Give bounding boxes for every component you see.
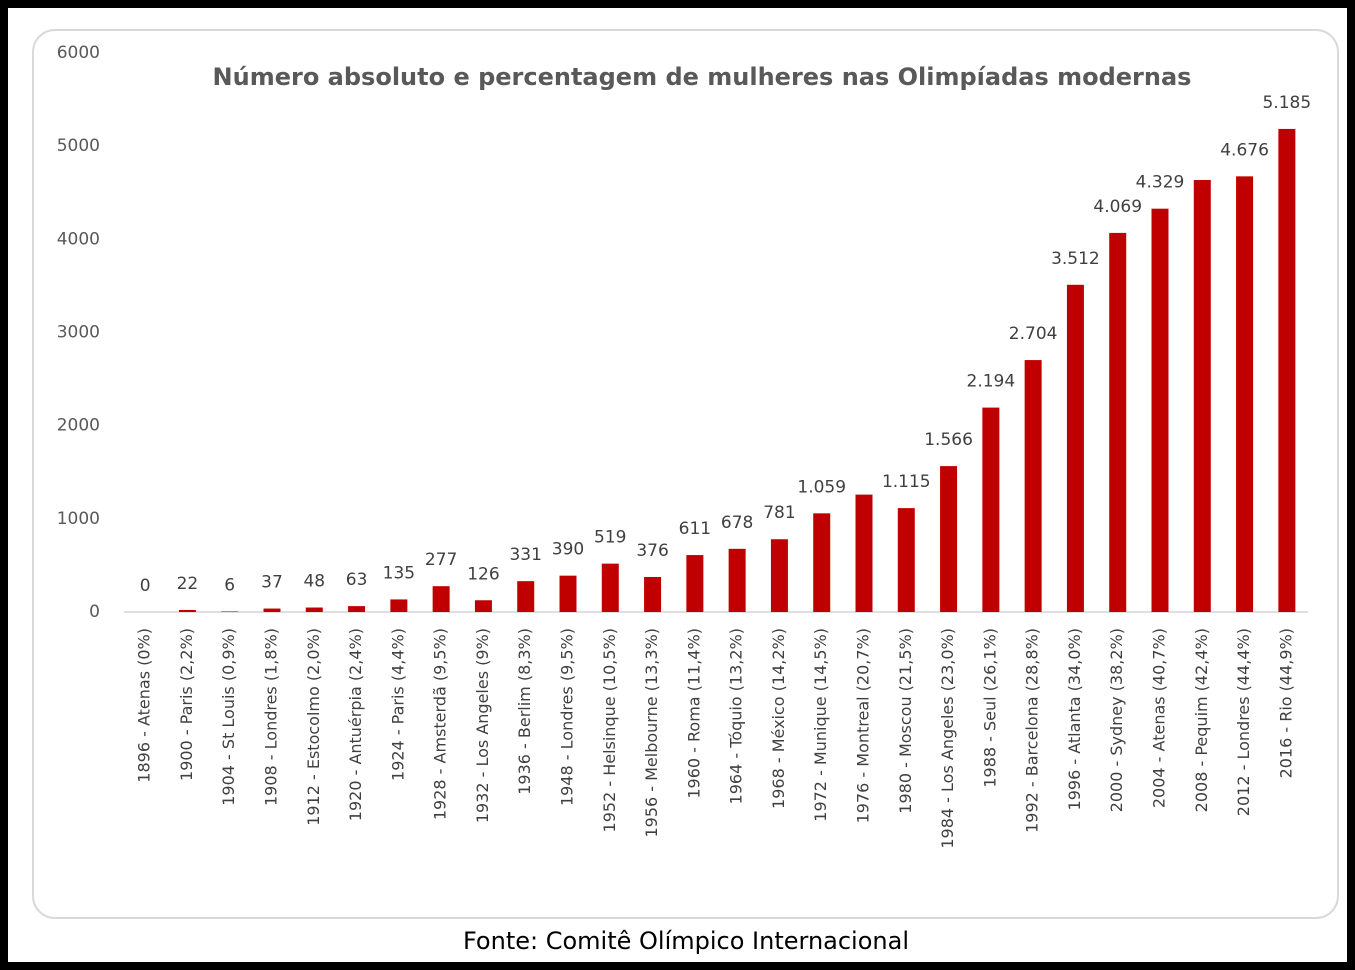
y-tick-label: 3000 (57, 323, 100, 343)
bar (1236, 176, 1254, 612)
bar (390, 599, 408, 612)
value-label: 4.676 (1220, 140, 1269, 160)
y-tick-label: 0 (89, 602, 100, 622)
bar (305, 607, 323, 612)
bar (644, 576, 662, 612)
x-tick-label: 1928 - Amsterdã (9,5%) (431, 628, 450, 820)
x-tick-label: 1984 - Los Angeles (23,0%) (938, 628, 957, 849)
x-tick-label: 1988 - Seul (26,1%) (980, 628, 999, 788)
x-tick-label: 1976 - Montreal (20,7%) (854, 628, 873, 823)
bar (1278, 128, 1296, 612)
value-label: 376 (636, 541, 668, 561)
y-tick-label: 5000 (57, 136, 100, 156)
value-label: 3.512 (1051, 249, 1100, 269)
bar (813, 513, 831, 612)
chart-title: Número absoluto e percentagem de mulhere… (213, 63, 1192, 91)
value-label: 2.194 (967, 372, 1016, 392)
bar (601, 563, 619, 612)
bar (1109, 232, 1127, 612)
y-tick-label: 1000 (57, 509, 100, 529)
bar (432, 586, 450, 612)
bar (982, 407, 1000, 612)
bar (1066, 284, 1084, 612)
bar (348, 606, 366, 612)
x-tick-label: 1920 - Antuérpia (2,4%) (346, 628, 365, 821)
value-label: 277 (425, 550, 457, 570)
value-label: 135 (383, 563, 415, 583)
bar (1024, 360, 1042, 612)
x-tick-label: 1956 - Melbourne (13,3%) (642, 628, 661, 838)
value-label: 390 (552, 540, 584, 560)
value-label: 781 (763, 503, 795, 523)
bar (517, 581, 535, 612)
x-tick-label: 1900 - Paris (2,2%) (177, 628, 196, 781)
bar (1151, 208, 1169, 612)
bar (1193, 179, 1211, 613)
y-tick-label: 6000 (57, 43, 100, 63)
value-label: 678 (721, 513, 753, 533)
bar (897, 508, 915, 612)
value-label: 1.115 (882, 472, 931, 492)
x-tick-label: 1912 - Estocolmo (2,0%) (304, 628, 323, 826)
x-tick-label: 1992 - Barcelona (28,8%) (1023, 628, 1042, 833)
value-label: 4.329 (1136, 173, 1185, 193)
x-tick-label: 1996 - Atlanta (34,0%) (1065, 628, 1084, 810)
value-label: 1.566 (924, 430, 973, 450)
x-tick-label: 2004 - Atenas (40,7%) (1150, 628, 1169, 808)
chart-area (32, 29, 1339, 919)
x-tick-label: 1936 - Berlim (8,3%) (515, 628, 534, 795)
bar (686, 555, 704, 612)
bar (728, 548, 746, 612)
x-tick-label: 1904 - St Louis (0,9%) (219, 628, 238, 806)
y-tick-label: 4000 (57, 229, 100, 249)
x-tick-label: 1960 - Roma (11,4%) (684, 628, 703, 799)
x-tick-label: 1980 - Moscou (21,5%) (896, 628, 915, 814)
value-label: 22 (177, 574, 199, 594)
bar (770, 539, 788, 612)
x-tick-label: 2000 - Sydney (38,2%) (1107, 628, 1126, 812)
x-tick-label: 1952 - Helsinque (10,5%) (600, 628, 619, 832)
value-label: 331 (509, 545, 541, 565)
value-label: 611 (679, 519, 711, 539)
value-label: 1.059 (797, 477, 846, 497)
bar (940, 466, 958, 612)
x-tick-label: 2012 - Londres (44,4%) (1234, 628, 1253, 816)
value-label: 37 (261, 573, 283, 593)
y-tick-label: 2000 (57, 416, 100, 436)
x-tick-label: 1896 - Atenas (0%) (135, 628, 154, 783)
x-tick-label: 1948 - Londres (9,5%) (558, 628, 577, 806)
x-tick-label: 1968 - México (14,2%) (769, 628, 788, 809)
value-label: 4.069 (1093, 197, 1142, 217)
x-tick-label: 2016 - Rio (44,9%) (1276, 628, 1295, 778)
x-tick-label: 1972 - Munique (14,5%) (811, 628, 830, 822)
source: Fonte: Comitê Olímpico Internacional (463, 927, 909, 955)
bar (263, 608, 281, 612)
value-label: 126 (467, 564, 499, 584)
bar (178, 609, 196, 612)
x-tick-label: 1932 - Los Angeles (9%) (473, 628, 492, 823)
value-label: 63 (346, 570, 368, 590)
value-label: 2.704 (1009, 324, 1058, 344)
x-tick-label: 1924 - Paris (4,4%) (388, 628, 407, 781)
x-tick-label: 2008 - Pequim (42,4%) (1192, 628, 1211, 812)
x-tick-label: 1964 - Tóquio (13,2%) (727, 628, 746, 804)
value-label: 48 (303, 572, 325, 592)
value-label: 0 (140, 576, 151, 596)
x-tick-label: 1908 - Londres (1,8%) (262, 628, 281, 806)
value-label: 519 (594, 528, 626, 548)
bar (221, 611, 239, 612)
bar (474, 600, 492, 612)
value-label: 5.185 (1263, 93, 1312, 113)
bar (855, 494, 873, 612)
value-label: 6 (224, 575, 235, 595)
bar (559, 575, 577, 612)
